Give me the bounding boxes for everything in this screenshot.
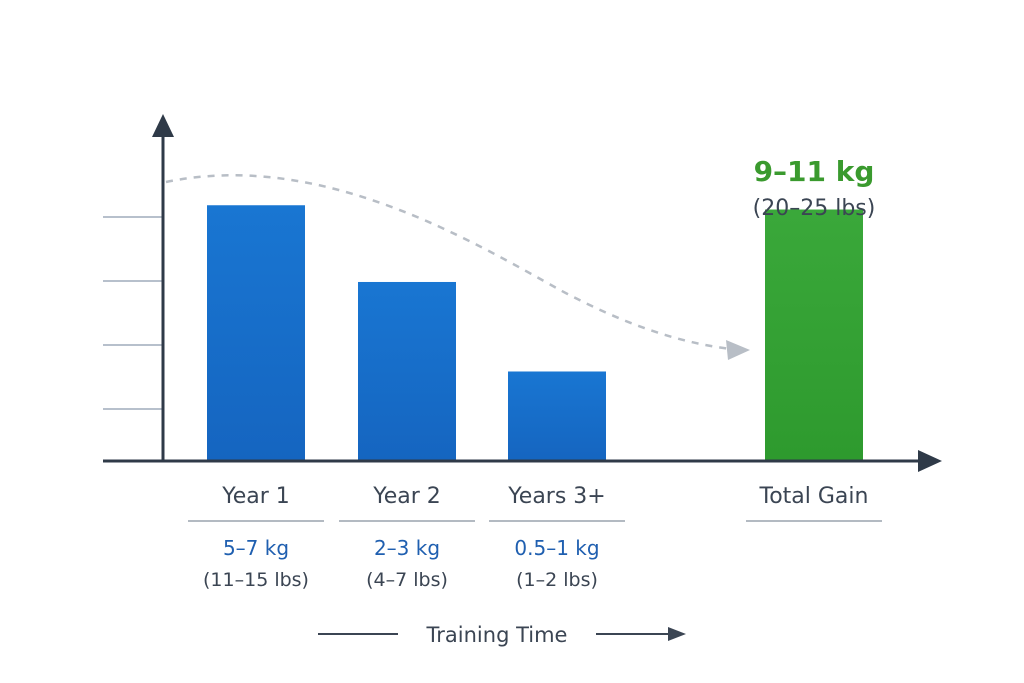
- kg-label: 2–3 kg: [374, 536, 440, 560]
- kg-label: 0.5–1 kg: [514, 536, 599, 560]
- y-axis-ticks: [103, 216, 163, 410]
- lbs-label: (1–2 lbs): [516, 569, 598, 591]
- category-labels: Year 1 5–7 kg (11–15 lbs) Year 2 2–3 kg (4–7 …: [188, 155, 882, 591]
- category-label: Years 3+: [507, 484, 605, 509]
- category-label: Total Gain: [759, 484, 869, 509]
- x-axis-title-text: Training Time: [426, 623, 568, 647]
- category-label: Year 2: [372, 484, 441, 509]
- bar-total-gain: [765, 209, 863, 461]
- y-axis-arrowhead: [152, 114, 174, 137]
- trend-arrowhead: [726, 340, 750, 360]
- x-axis-title: Training Time: [318, 623, 686, 647]
- total-lbs-label: (20–25 lbs): [753, 196, 876, 221]
- lbs-label: (4–7 lbs): [366, 569, 448, 591]
- kg-label: 5–7 kg: [223, 536, 289, 560]
- total-kg-label: 9–11 kg: [754, 155, 875, 188]
- bars: [207, 205, 863, 461]
- x-title-arrowhead: [668, 627, 686, 641]
- x-axis-arrowhead: [918, 450, 942, 472]
- bar-years-3: [508, 371, 606, 461]
- lbs-label: (11–15 lbs): [203, 569, 309, 591]
- trend-arrow: [165, 174, 743, 352]
- category-label: Year 1: [221, 484, 290, 509]
- bar-year-1: [207, 205, 305, 461]
- bar-year-2: [358, 281, 456, 461]
